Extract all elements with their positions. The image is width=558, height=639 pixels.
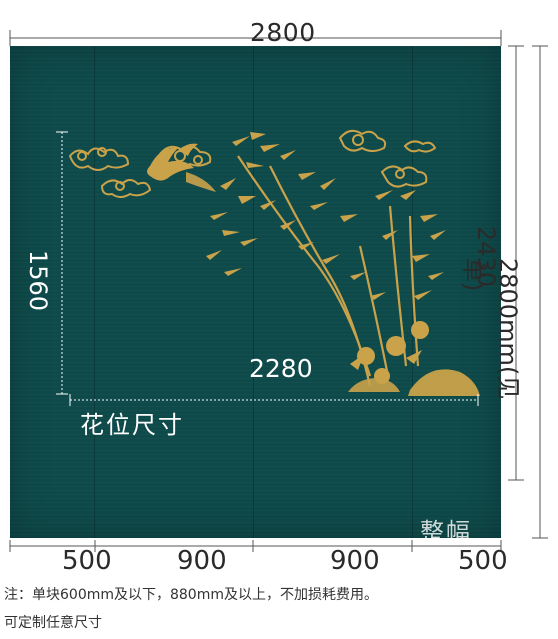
rock xyxy=(348,369,480,396)
cloud-motif xyxy=(100,179,152,198)
bottom-segment-dimension: 500 xyxy=(458,546,508,576)
cloud-motif xyxy=(68,147,130,171)
right-height-alt-dimension: 2800mm(见单) xyxy=(459,258,522,400)
bamboo-leaves xyxy=(206,132,446,300)
panel-texture xyxy=(10,46,501,538)
bottom-segment-dimension: 900 xyxy=(177,546,227,576)
note-line-2: 可定制任意尺寸 xyxy=(4,615,102,631)
peony-flowers xyxy=(350,321,429,384)
flower-size-label: 花位尺寸 xyxy=(80,411,184,439)
note-line-1: 注：单块600mm及以下，880mm及以上，不加损耗费用。 xyxy=(4,587,378,603)
bamboo-bird-illustration xyxy=(68,129,480,396)
top-width-dimension: 2800 xyxy=(250,18,316,47)
cloud-motif xyxy=(403,140,437,153)
bottom-segment-dimension: 500 xyxy=(62,546,112,576)
watermark-text: 整幅 xyxy=(420,518,472,546)
panel-seam xyxy=(253,46,254,538)
pattern-height-dimension: 1560 xyxy=(24,250,52,312)
cloud-motif xyxy=(338,129,387,152)
pattern-width-dimension: 2280 xyxy=(249,354,313,383)
panel-seam xyxy=(94,46,95,538)
cloud-motif xyxy=(380,165,428,188)
phoenix-bird xyxy=(147,143,216,192)
bottom-segment-dimension: 900 xyxy=(330,546,380,576)
wallpaper-panel xyxy=(10,46,501,538)
